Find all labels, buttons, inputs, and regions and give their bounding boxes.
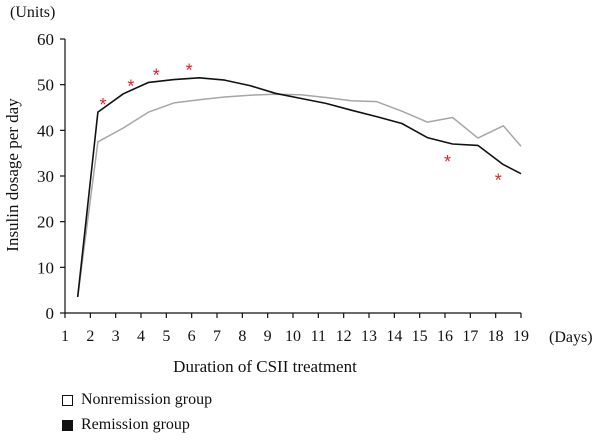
x-tick-label: 10 [285, 328, 301, 345]
x-unit-label: (Days) [549, 329, 593, 346]
legend-item-nonremission: Nonremission group [62, 391, 212, 409]
significance-asterisk: * [186, 61, 193, 81]
series-layer [76, 77, 522, 298]
legend-label-nonremission: Nonremission group [81, 391, 213, 408]
y-unit-label: (Units) [10, 4, 55, 21]
x-tick-label: 14 [386, 328, 402, 345]
y-tick-label: 30 [37, 167, 54, 186]
x-tick-label: 18 [488, 328, 504, 345]
x-tick-label: 19 [513, 328, 529, 345]
legend-label-remission: Remission group [81, 416, 190, 433]
x-tick-label: 8 [238, 328, 246, 345]
x-tick-label: 1 [61, 328, 69, 345]
x-tick-label: 16 [437, 328, 453, 345]
x-tick-label: 9 [264, 328, 272, 345]
x-axis-title: Duration of CSII treatment [173, 357, 357, 376]
x-tick-label: 3 [112, 328, 120, 345]
x-tick-label: 15 [412, 328, 428, 345]
series-line-nonremission [76, 93, 522, 298]
y-tick-label: 0 [46, 304, 55, 323]
series-line-remission [76, 77, 522, 298]
significance-asterisk: * [444, 152, 451, 172]
x-tick-label: 17 [462, 328, 478, 345]
legend-item-remission: Remission group [62, 416, 190, 434]
significance-asterisk: * [99, 95, 106, 115]
significance-asterisk: * [153, 65, 160, 85]
x-tick-label: 2 [86, 328, 94, 345]
y-axis-title: Insulin dosage per day [3, 98, 22, 252]
y-tick-label: 50 [37, 76, 54, 95]
significance-asterisk: * [495, 170, 502, 190]
x-tick-label: 7 [213, 328, 221, 345]
y-tick-label: 20 [37, 213, 54, 232]
significance-markers: * * * * * * [99, 61, 501, 191]
x-tick-label: 4 [137, 328, 145, 345]
x-tick-label: 11 [311, 328, 326, 345]
x-tick-label: 6 [188, 328, 196, 345]
y-tick-label: 10 [37, 258, 54, 277]
y-tick-label: 40 [37, 121, 54, 140]
x-tick-label: 12 [336, 328, 352, 345]
y-tick-label: 60 [37, 30, 54, 49]
x-tick-label: 13 [361, 328, 377, 345]
legend-swatch-remission [62, 419, 73, 431]
x-tick-label: 5 [162, 328, 170, 345]
significance-asterisk: * [127, 77, 134, 97]
legend-swatch-nonremission [62, 394, 73, 406]
